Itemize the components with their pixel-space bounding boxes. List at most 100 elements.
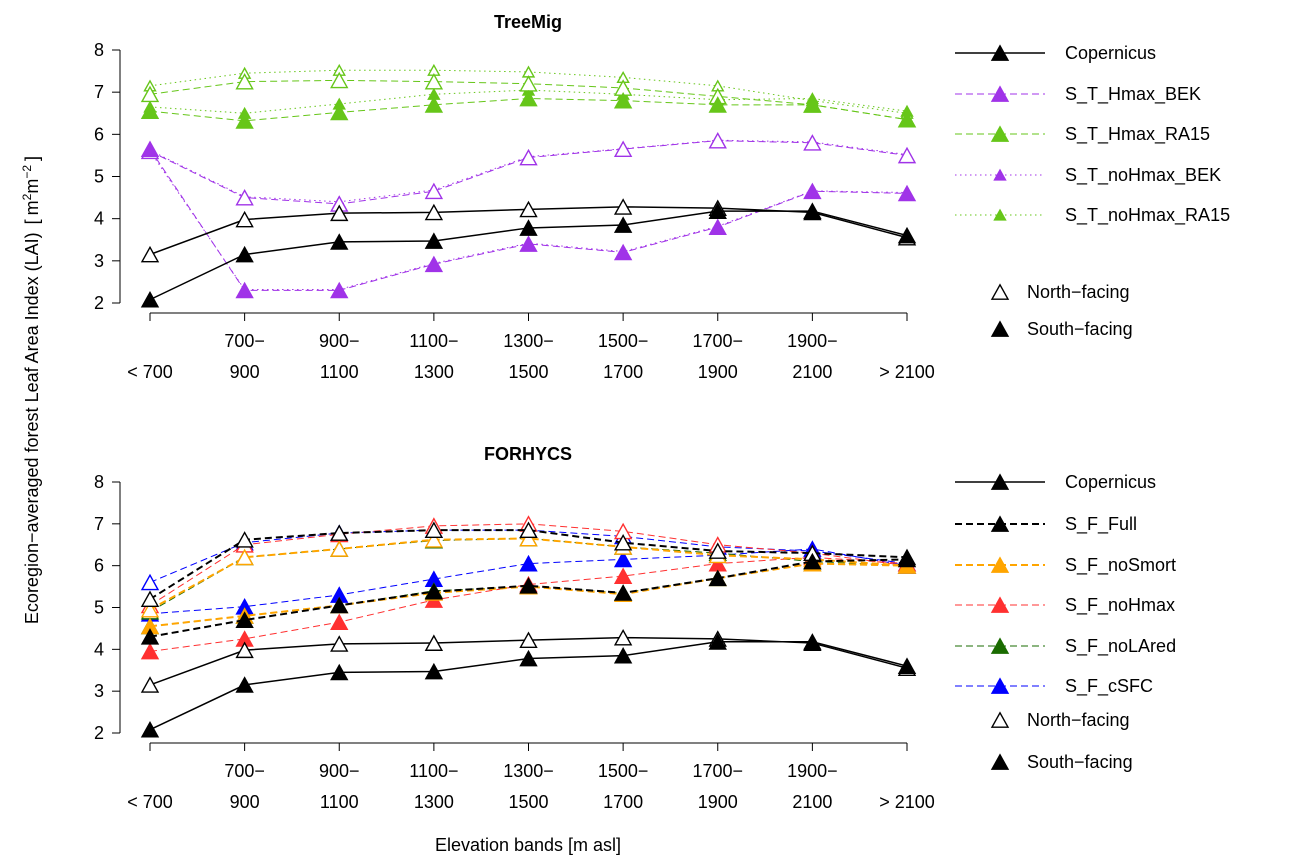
panel-title: TreeMig — [494, 12, 562, 32]
south-marker — [519, 577, 538, 594]
south-marker — [519, 235, 538, 252]
south-marker — [424, 582, 444, 600]
legend-label: S_F_noLAred — [1065, 636, 1176, 657]
legend-label: North−facing — [1027, 282, 1130, 302]
legend-label: South−facing — [1027, 752, 1133, 772]
south-marker — [140, 290, 160, 308]
x-tick-label: < 700 — [127, 792, 173, 812]
south-marker — [803, 96, 822, 113]
x-tick-label: 700− — [224, 761, 265, 781]
north-marker — [235, 210, 254, 228]
y-tick-label: 8 — [94, 472, 104, 492]
south-marker — [897, 110, 917, 128]
x-tick-label: 1100 — [320, 792, 359, 812]
north-marker — [330, 540, 349, 557]
south-marker — [330, 103, 349, 121]
x-tick-label: 1500− — [598, 761, 649, 781]
north-marker — [708, 132, 727, 149]
south-marker — [140, 140, 160, 157]
north-marker — [140, 245, 160, 263]
y-unit-part: 2 — [20, 193, 34, 200]
south-marker — [803, 633, 822, 650]
south-marker — [708, 633, 727, 650]
south-marker — [235, 112, 254, 129]
legend-label: S_T_noHmax_BEK — [1065, 165, 1221, 186]
north-marker — [235, 641, 254, 659]
north-marker — [424, 531, 444, 548]
north-marker — [330, 71, 349, 89]
x-tick-label: 1300 — [414, 792, 454, 812]
y-unit-part: m — [22, 200, 42, 215]
x-tick-label: 900 — [230, 792, 260, 812]
north-marker — [519, 148, 538, 166]
north-marker — [140, 85, 160, 103]
north-marker — [140, 573, 160, 591]
x-tick-label: 1300− — [503, 761, 554, 781]
south-marker — [424, 232, 444, 249]
north-marker — [613, 628, 633, 646]
x-tick-label: 1100− — [409, 331, 458, 351]
legend-label: S_T_noHmax_RA15 — [1065, 205, 1230, 226]
south-marker — [235, 611, 254, 628]
y-axis-label: Ecoregion−averaged forest Leaf Area Inde… — [20, 156, 42, 624]
y-tick-label: 2 — [94, 293, 104, 313]
south-marker — [519, 554, 538, 572]
y-unit-part: −2 — [20, 165, 34, 179]
series-line — [149, 529, 908, 600]
north-marker — [708, 542, 727, 559]
y-unit-part: ] — [22, 156, 42, 161]
south-marker — [613, 216, 633, 233]
y-tick-label: 4 — [94, 209, 104, 229]
south-marker — [708, 218, 727, 235]
north-marker — [519, 521, 538, 539]
y-tick-label: 8 — [94, 40, 104, 60]
north-marker — [424, 72, 444, 90]
south-marker — [897, 184, 917, 202]
north-marker — [613, 198, 633, 215]
north-marker — [897, 146, 917, 164]
legend-marker — [990, 125, 1010, 142]
x-tick-label: 900− — [319, 331, 360, 351]
north-marker — [613, 534, 633, 551]
x-tick-label: 1900 — [698, 792, 738, 812]
y-tick-label: 7 — [94, 82, 104, 102]
legend-marker — [990, 753, 1010, 770]
north-marker — [424, 203, 444, 221]
legend-marker — [990, 677, 1010, 694]
legend-marker — [990, 44, 1010, 61]
x-tick-label: 1100− — [409, 761, 458, 781]
south-marker — [803, 182, 822, 200]
x-tick-label: 2100 — [792, 362, 832, 382]
north-marker — [330, 635, 349, 652]
y-tick-label: 6 — [94, 124, 104, 144]
series-line — [149, 537, 908, 611]
north-marker — [140, 600, 160, 618]
x-tick-label: 1700 — [603, 362, 643, 382]
legend-label: S_T_Hmax_BEK — [1065, 84, 1201, 105]
south-marker — [519, 219, 538, 236]
south-marker — [519, 89, 538, 107]
south-marker — [140, 102, 160, 120]
x-tick-label: 900− — [319, 761, 360, 781]
legend-label: S_F_Full — [1065, 514, 1137, 535]
legend-label: Copernicus — [1065, 43, 1156, 63]
north-marker — [235, 72, 254, 90]
legend-label: S_F_cSFC — [1065, 676, 1153, 697]
north-marker — [140, 590, 160, 608]
y-tick-label: 6 — [94, 556, 104, 576]
x-tick-label: > 2100 — [879, 362, 935, 382]
y-tick-label: 2 — [94, 723, 104, 743]
x-tick-label: 1700− — [692, 761, 743, 781]
x-tick-label: 1500− — [598, 331, 649, 351]
south-marker — [613, 243, 633, 261]
south-marker — [330, 663, 349, 681]
x-tick-label: 1100 — [320, 362, 359, 382]
legend-marker — [990, 596, 1010, 613]
south-marker — [424, 255, 444, 273]
x-tick-label: 1900 — [698, 362, 738, 382]
legend-marker — [990, 637, 1010, 654]
south-marker — [708, 202, 727, 219]
south-marker — [330, 281, 349, 299]
legend-label: S_F_noHmax — [1065, 595, 1175, 616]
south-marker — [708, 569, 727, 587]
